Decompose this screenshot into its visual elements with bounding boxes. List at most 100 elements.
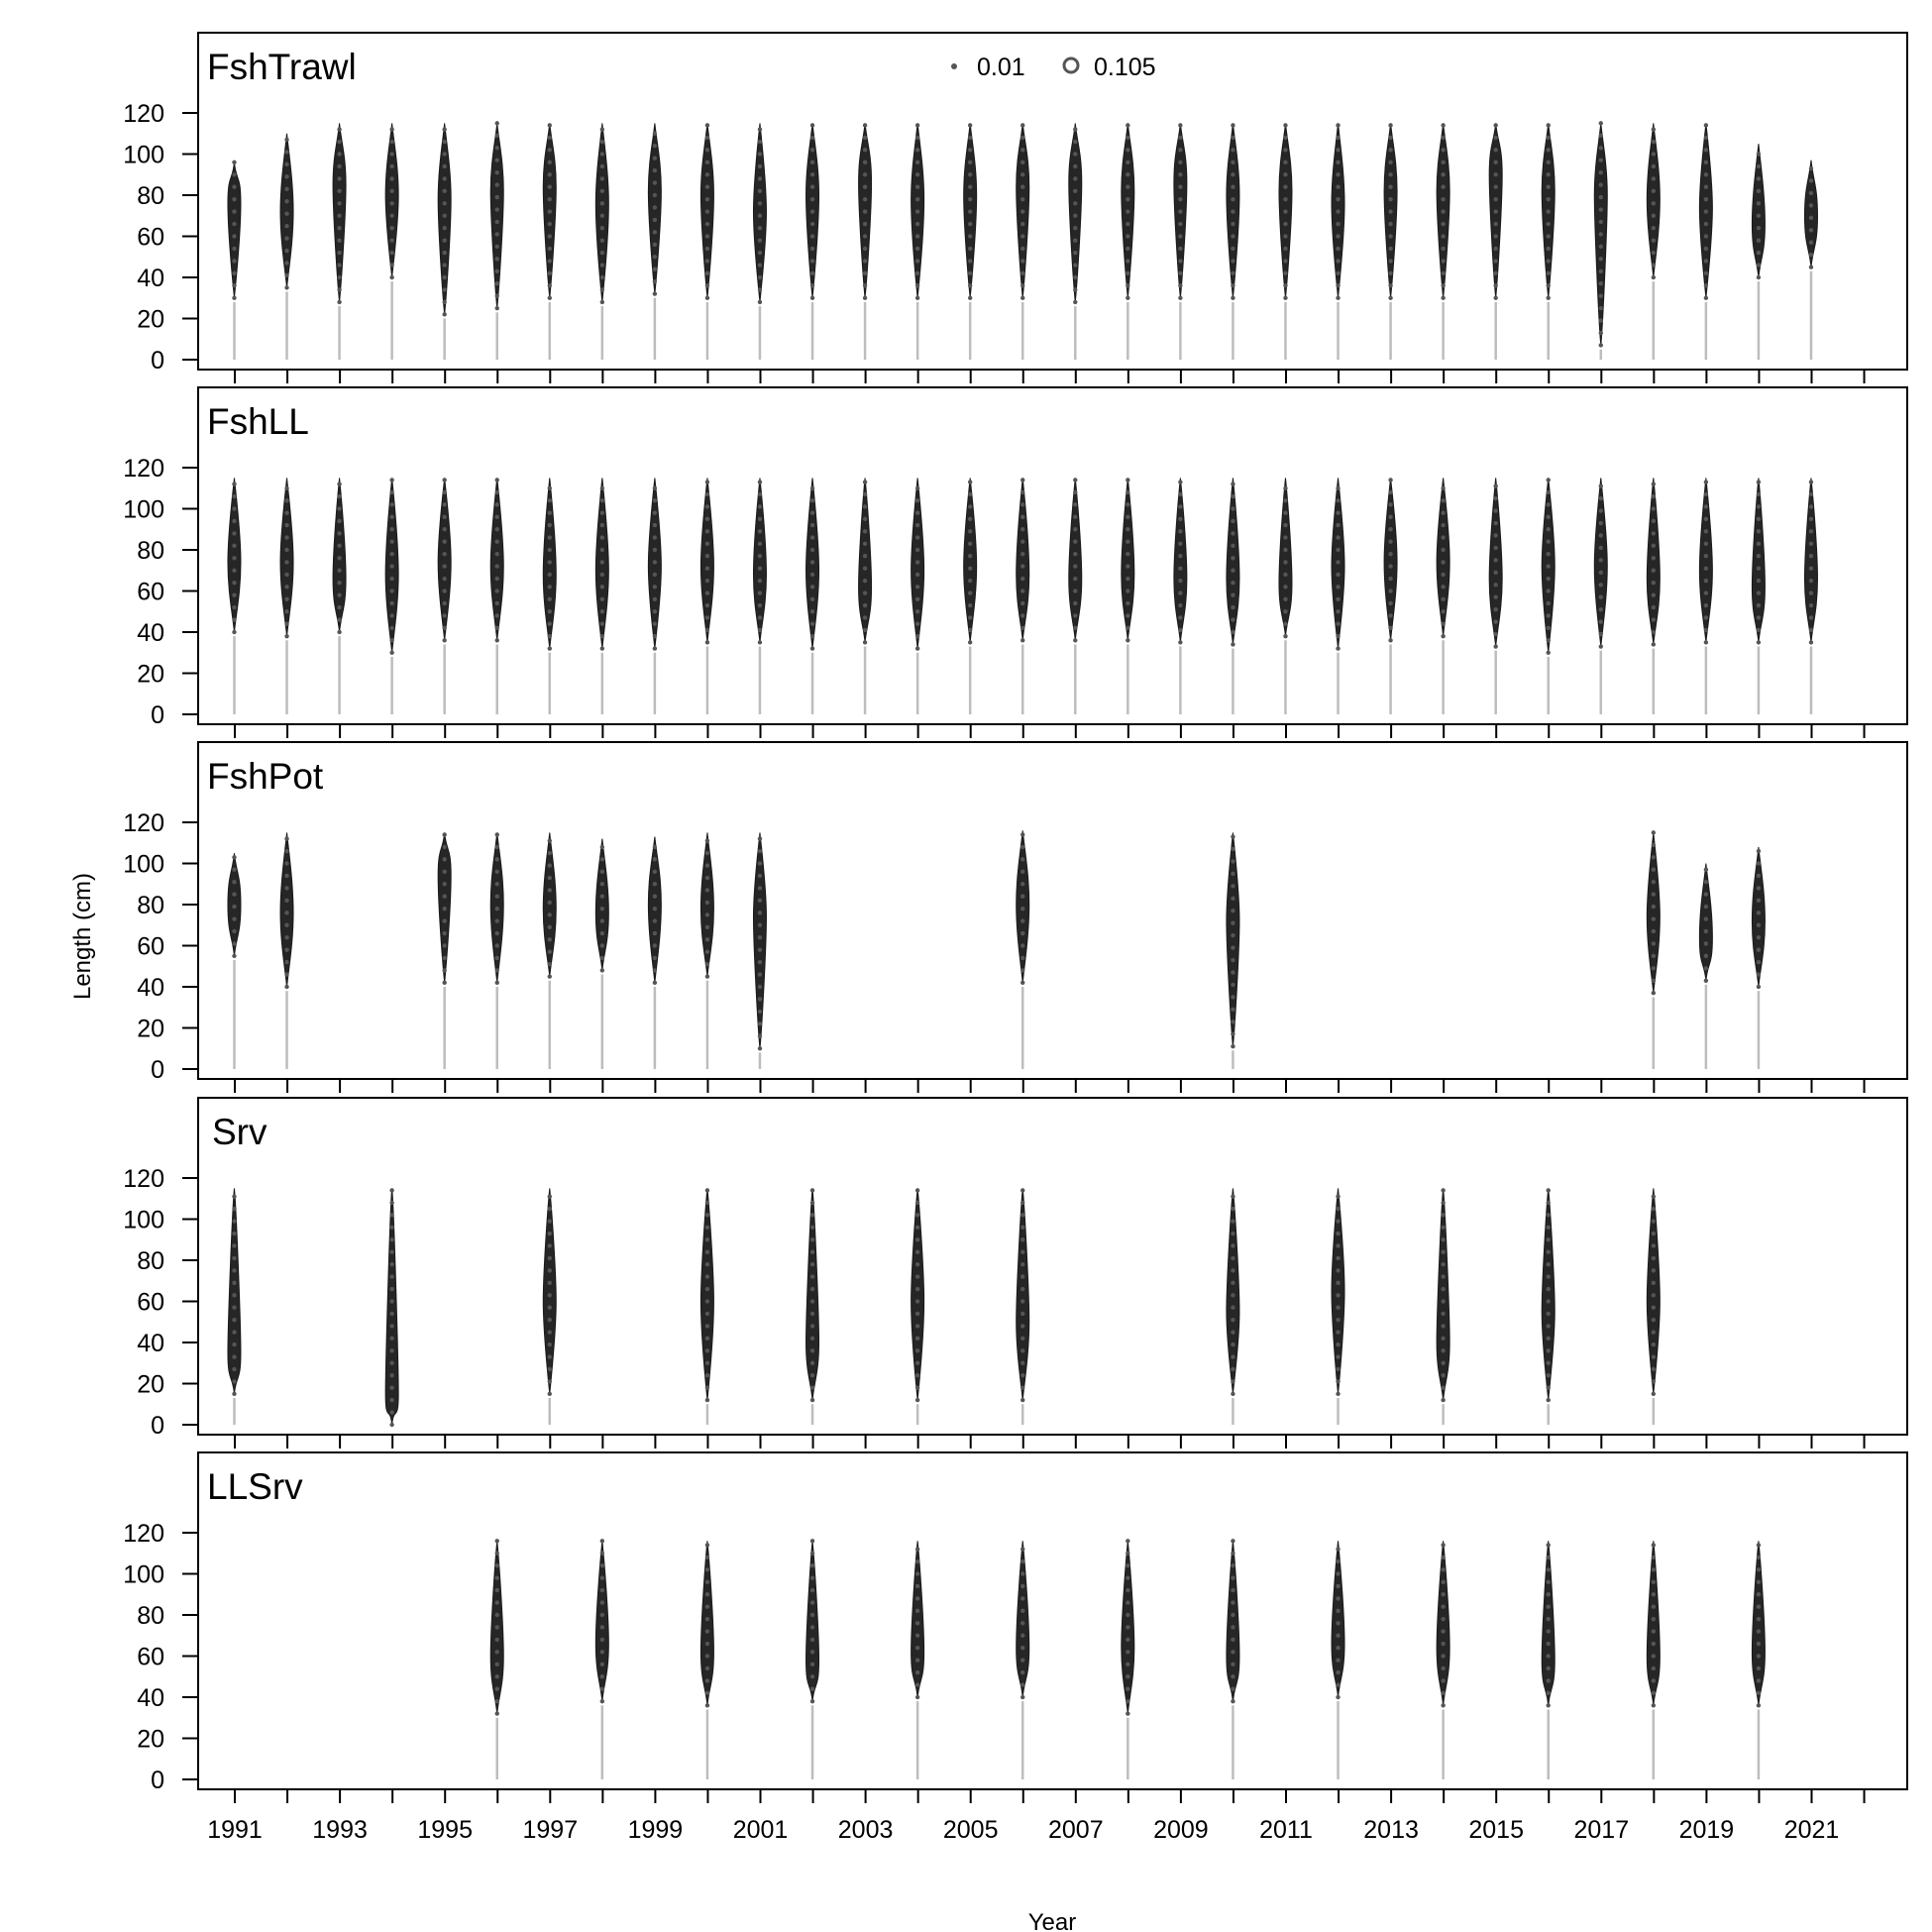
y-tick-label: 20 (137, 306, 164, 334)
bubble (337, 531, 342, 536)
bubble (442, 287, 447, 292)
bubble (1756, 263, 1762, 268)
bubble (1336, 234, 1341, 239)
bubble (1756, 873, 1762, 879)
bubble (1336, 633, 1341, 639)
bubble (862, 234, 868, 239)
bubble (1336, 1608, 1341, 1614)
bubble (652, 633, 658, 639)
bubble (652, 980, 658, 986)
bubble (1231, 1268, 1235, 1273)
bubble (1493, 570, 1498, 576)
bubble (1020, 1249, 1025, 1254)
bubble (232, 172, 237, 177)
bubble (1441, 1555, 1446, 1560)
bubble (599, 943, 605, 948)
bubble (389, 274, 394, 280)
bubble (914, 1225, 920, 1231)
bubble (1756, 566, 1762, 571)
bubble (1336, 1194, 1341, 1199)
bubble (442, 894, 447, 899)
bubble (284, 609, 289, 614)
bubble (757, 848, 763, 854)
bubble (547, 1366, 552, 1372)
bubble (1020, 478, 1025, 483)
bubble (337, 604, 342, 610)
length-comp-llsrv-2004 (911, 1541, 925, 1779)
bubble (599, 163, 605, 169)
bubble (1703, 904, 1709, 910)
bubble (1808, 541, 1814, 546)
bubble (494, 857, 499, 862)
bubble (1283, 572, 1288, 578)
bubble (1336, 1391, 1341, 1397)
bubble (1020, 135, 1025, 141)
bubble (704, 541, 710, 546)
bubble (1546, 221, 1551, 227)
bubble (914, 1261, 920, 1267)
bubble (232, 953, 237, 959)
bubble (494, 158, 499, 162)
y-tick-label: 20 (137, 1726, 164, 1754)
bubble (1020, 148, 1025, 153)
bubble (232, 270, 237, 276)
bubble (914, 1682, 920, 1687)
bubble (1073, 226, 1078, 231)
bubble (442, 576, 447, 582)
bubble (1441, 1604, 1446, 1609)
bubble (1336, 596, 1341, 601)
bubble (1336, 1243, 1341, 1248)
bubble (1651, 152, 1657, 157)
bubble (1756, 1665, 1762, 1671)
length-comp-fshll-2012 (1331, 478, 1345, 714)
bubble (704, 1555, 710, 1560)
bubble (1651, 213, 1657, 218)
bubble (1703, 615, 1709, 620)
length-comp-srv-2006 (1016, 1188, 1030, 1425)
bubble (757, 1046, 763, 1051)
bubble (914, 295, 920, 300)
bubble (547, 1293, 552, 1298)
bubble (1441, 234, 1446, 239)
bubble (809, 1274, 815, 1279)
bubble (809, 596, 815, 601)
bubble (1756, 1703, 1762, 1708)
bubble (1756, 554, 1762, 559)
bubble (914, 621, 920, 626)
bubble (1073, 139, 1078, 145)
length-comp-fshtrawl-2017 (1593, 121, 1608, 360)
bubble (547, 160, 552, 164)
bubble (1020, 527, 1025, 532)
bubble (862, 529, 868, 534)
bubble (494, 514, 499, 519)
bubble (1441, 547, 1446, 553)
bubble (1808, 590, 1814, 595)
bubble (494, 1686, 499, 1691)
x-tick-label: 1991 (207, 1816, 263, 1844)
bubble (494, 638, 499, 643)
bubble (284, 848, 289, 854)
bubble (809, 1261, 815, 1267)
bubble (1651, 941, 1657, 946)
bubble (914, 172, 920, 177)
bubble (442, 906, 447, 912)
bubble (547, 234, 552, 239)
bubble (599, 906, 605, 912)
bubble (547, 498, 552, 503)
bubble (652, 596, 658, 601)
bubble (1231, 1366, 1235, 1372)
length-comp-llsrv-2014 (1436, 1541, 1450, 1779)
legend-small-bubble (951, 63, 957, 69)
bubble (809, 270, 815, 276)
bubble (652, 869, 658, 874)
bubble (442, 299, 447, 305)
bubble (337, 299, 342, 305)
bubble (1231, 1293, 1235, 1298)
bubble (1756, 1543, 1762, 1548)
bubble (704, 1373, 710, 1378)
bubble (1651, 1255, 1657, 1261)
bubble (1283, 196, 1288, 202)
bubble (1126, 551, 1130, 557)
bubble (1336, 646, 1341, 651)
